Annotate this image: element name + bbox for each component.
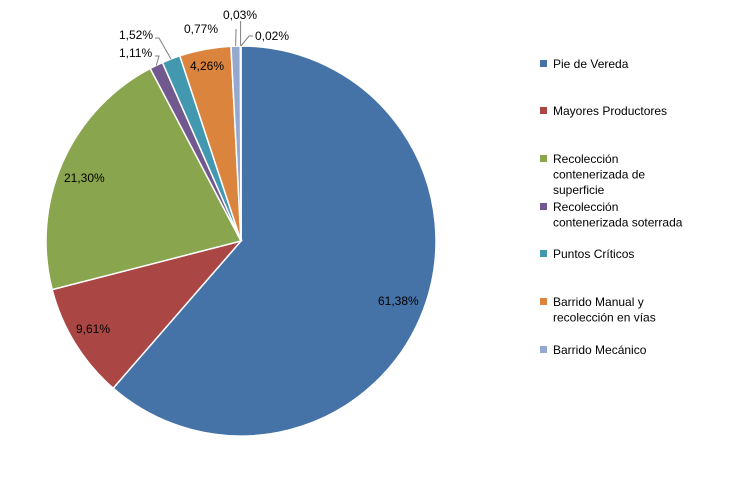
legend-label-line: Barrido Manual y: [553, 295, 644, 309]
legend-label-line: Puntos Críticos: [553, 247, 634, 261]
legend-swatch-6: [540, 346, 547, 353]
legend-label-line: Mayores Productores: [553, 104, 667, 118]
pie-slices: [45, 45, 437, 437]
legend-swatch-2: [540, 155, 547, 162]
data-label-8: 0,02%: [255, 29, 289, 43]
legend-label-line: superficie: [553, 183, 605, 197]
data-label-2: 21,30%: [64, 171, 105, 185]
data-labels: 61,38% 9,61% 21,30% 1,11% 1,52% 4,26% 0,77% 0,0…: [64, 8, 419, 336]
leader-line-3: [155, 55, 160, 66]
data-label-5: 4,26%: [190, 59, 224, 73]
legend-label-line: Pie de Vereda: [553, 57, 629, 71]
legend-item-barrido-manual-y-recoleccion-en-vias-5: Barrido Manual y recolección en vías: [540, 295, 656, 325]
data-label-3: 1,11%: [119, 46, 152, 60]
legend-swatch-1: [540, 107, 547, 114]
leader-line-4: [155, 37, 172, 60]
slice-pie-de-vereda-0: [112, 45, 437, 437]
legend-item-barrido-mecanico-6: Barrido Mecánico: [540, 343, 647, 357]
legend-item-mayores-productores-1: Mayores Productores: [540, 104, 667, 118]
legend-swatch-4: [540, 250, 547, 257]
legend-swatch-3: [540, 203, 547, 210]
legend-swatch-5: [540, 298, 547, 305]
legend-label-line: Barrido Mecánico: [553, 343, 647, 357]
data-label-0: 61,38%: [378, 294, 419, 308]
data-label-6: 0,77%: [184, 22, 218, 36]
data-label-7: 0,03%: [223, 8, 257, 22]
data-label-1: 9,61%: [76, 322, 110, 336]
legend: Pie de Vereda Mayores Productores Recolecc…: [540, 57, 683, 357]
legend-label-line: Recolección: [553, 200, 618, 214]
legend-item-pie-de-vereda-0: Pie de Vereda: [540, 57, 629, 71]
legend-label-line: contenerizada soterrada: [553, 216, 683, 230]
legend-label-line: recolección en vías: [553, 311, 656, 325]
leader-line-8: [240, 35, 253, 47]
legend-label-line: contenerizada de: [553, 168, 645, 182]
legend-swatch-0: [540, 60, 547, 67]
data-label-4: 1,52%: [119, 28, 153, 42]
legend-item-recoleccion-contenerizada-soterrada-3: Recolección contenerizada soterrada: [540, 200, 683, 230]
slice-recoleccion-contenerizada-de-superficie-2: [45, 67, 243, 291]
legend-item-puntos-criticos-4: Puntos Críticos: [540, 247, 634, 261]
leader-lines: [155, 21, 253, 66]
legend-label-line: Recolección: [553, 152, 618, 166]
